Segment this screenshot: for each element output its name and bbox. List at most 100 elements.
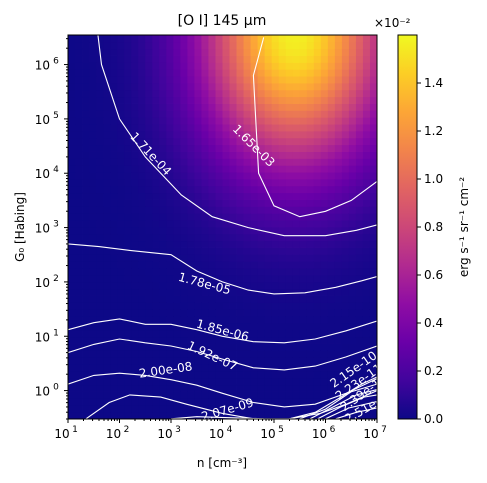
heatmap-cell (166, 131, 174, 139)
heatmap-cell (103, 124, 111, 132)
heatmap-cell (348, 275, 357, 283)
heatmap-cell (82, 48, 90, 56)
heatmap-cell (334, 131, 343, 139)
heatmap-cell (299, 199, 308, 207)
heatmap-cell (166, 172, 174, 180)
heatmap-cell (103, 227, 111, 235)
y-tick-exponent: 0 (53, 383, 59, 393)
heatmap-cell (138, 158, 146, 166)
heatmap-cell (292, 240, 301, 248)
heatmap-cell (187, 192, 195, 200)
heatmap-cell (243, 158, 251, 166)
heatmap-cell (180, 254, 188, 262)
heatmap-cell (124, 103, 132, 111)
heatmap-cell (306, 213, 315, 221)
heatmap-cell (271, 62, 280, 70)
heatmap-cell (75, 412, 83, 419)
heatmap-cell (131, 124, 139, 132)
heatmap-cell (124, 220, 132, 228)
heatmap-cell (187, 35, 195, 43)
heatmap-cell (201, 412, 209, 419)
heatmap-cell (292, 343, 301, 351)
heatmap-cell (355, 103, 364, 111)
heatmap-cell (292, 302, 301, 310)
heatmap-cell (320, 281, 329, 290)
heatmap-cell (341, 165, 350, 173)
heatmap-cell (166, 281, 174, 290)
heatmap-cell (89, 364, 97, 372)
heatmap-cell (369, 41, 377, 50)
heatmap-cell (348, 83, 357, 91)
heatmap-cell (75, 89, 83, 98)
heatmap-cell (362, 103, 371, 111)
heatmap-cell (299, 48, 308, 56)
heatmap-cell (271, 110, 280, 118)
heatmap-cell (285, 233, 294, 242)
heatmap-cell (138, 268, 146, 276)
heatmap-cell (355, 213, 364, 221)
heatmap-cell (215, 41, 223, 50)
heatmap-cell (166, 316, 174, 324)
heatmap-cell (320, 336, 329, 344)
heatmap-cell (306, 206, 315, 214)
heatmap-cell (334, 288, 343, 296)
heatmap-cell (131, 240, 139, 248)
heatmap-cell (348, 357, 357, 365)
heatmap-cell (89, 220, 97, 228)
heatmap-cell (348, 302, 357, 310)
heatmap-cell (159, 336, 167, 344)
heatmap-cell (257, 295, 266, 303)
heatmap-cell (187, 213, 195, 221)
heatmap-cell (355, 371, 364, 379)
heatmap-cell (271, 254, 280, 262)
heatmap-cell (110, 151, 118, 159)
heatmap-cell (369, 137, 377, 146)
heatmap-cell (327, 316, 336, 324)
heatmap-cell (131, 227, 139, 235)
heatmap-cell (271, 179, 280, 187)
heatmap-cell (341, 268, 350, 276)
heatmap-cell (110, 398, 118, 406)
heatmap-cell (166, 151, 174, 159)
heatmap-cell (243, 288, 251, 296)
heatmap-cell (145, 350, 153, 358)
heatmap-cell (327, 48, 336, 56)
heatmap-cell (236, 281, 244, 290)
heatmap-cell (201, 110, 209, 118)
heatmap-cell (96, 89, 104, 98)
heatmap-cell (229, 275, 237, 283)
heatmap-cell (201, 281, 209, 290)
heatmap-cell (341, 83, 350, 91)
heatmap-cell (271, 323, 280, 331)
heatmap-cell (327, 83, 336, 91)
heatmap-cell (82, 412, 90, 419)
heatmap-cell (124, 213, 132, 221)
heatmap-cell (264, 165, 273, 173)
heatmap-cell (124, 316, 132, 324)
heatmap-cell (215, 83, 223, 91)
heatmap-cell (257, 302, 266, 310)
heatmap-cell (229, 35, 237, 43)
heatmap-cell (285, 199, 294, 207)
heatmap-cell (180, 137, 188, 146)
heatmap-cell (138, 302, 146, 310)
heatmap-cell (355, 316, 364, 324)
heatmap-cell (82, 323, 90, 331)
heatmap-cell (131, 199, 139, 207)
heatmap-cell (348, 69, 357, 77)
heatmap-cell (334, 412, 343, 419)
heatmap-cell (362, 405, 371, 413)
heatmap-cell (320, 377, 329, 386)
heatmap-cell (82, 302, 90, 310)
heatmap-cell (299, 124, 308, 132)
heatmap-cell (201, 288, 209, 296)
heatmap-cell (278, 172, 287, 180)
heatmap-cell (173, 233, 181, 242)
heatmap-cell (75, 309, 83, 317)
heatmap-cell (145, 103, 153, 111)
heatmap-cell (348, 233, 357, 242)
heatmap-cell (369, 357, 377, 365)
heatmap-cell (117, 96, 125, 104)
heatmap-cell (271, 69, 280, 77)
heatmap-cell (264, 117, 273, 125)
